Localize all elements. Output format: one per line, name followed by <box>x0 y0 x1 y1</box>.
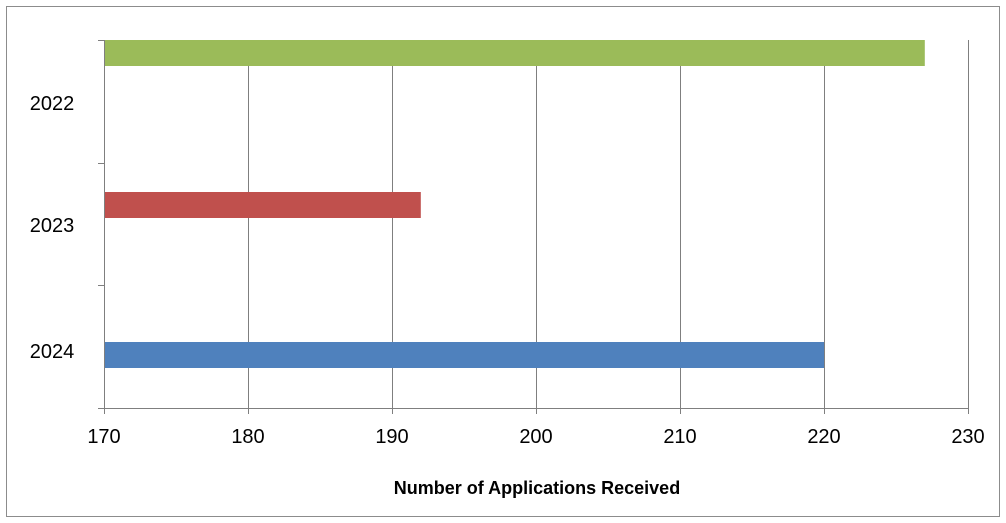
bar-2024 <box>104 342 824 368</box>
bar-2022 <box>104 40 925 66</box>
axes <box>98 40 969 414</box>
x-tick-labels: 170 180 190 200 210 220 230 <box>87 426 984 448</box>
x-tick-label: 180 <box>231 426 264 448</box>
x-tick-label: 210 <box>663 426 696 448</box>
bars <box>104 40 925 368</box>
x-axis-title: Number of Applications Received <box>394 478 680 498</box>
bar-2023 <box>104 192 421 218</box>
y-tick-labels: 2022 2023 2024 <box>30 93 75 363</box>
y-tick-label: 2022 <box>30 93 75 115</box>
y-tick-label: 2024 <box>30 341 75 363</box>
x-tick-label: 230 <box>951 426 984 448</box>
x-tick-label: 200 <box>519 426 552 448</box>
x-tick-label: 170 <box>87 426 120 448</box>
chart-frame <box>6 6 1000 517</box>
y-tick-label: 2023 <box>30 215 75 237</box>
x-tick-label: 220 <box>807 426 840 448</box>
x-tick-label: 190 <box>375 426 408 448</box>
